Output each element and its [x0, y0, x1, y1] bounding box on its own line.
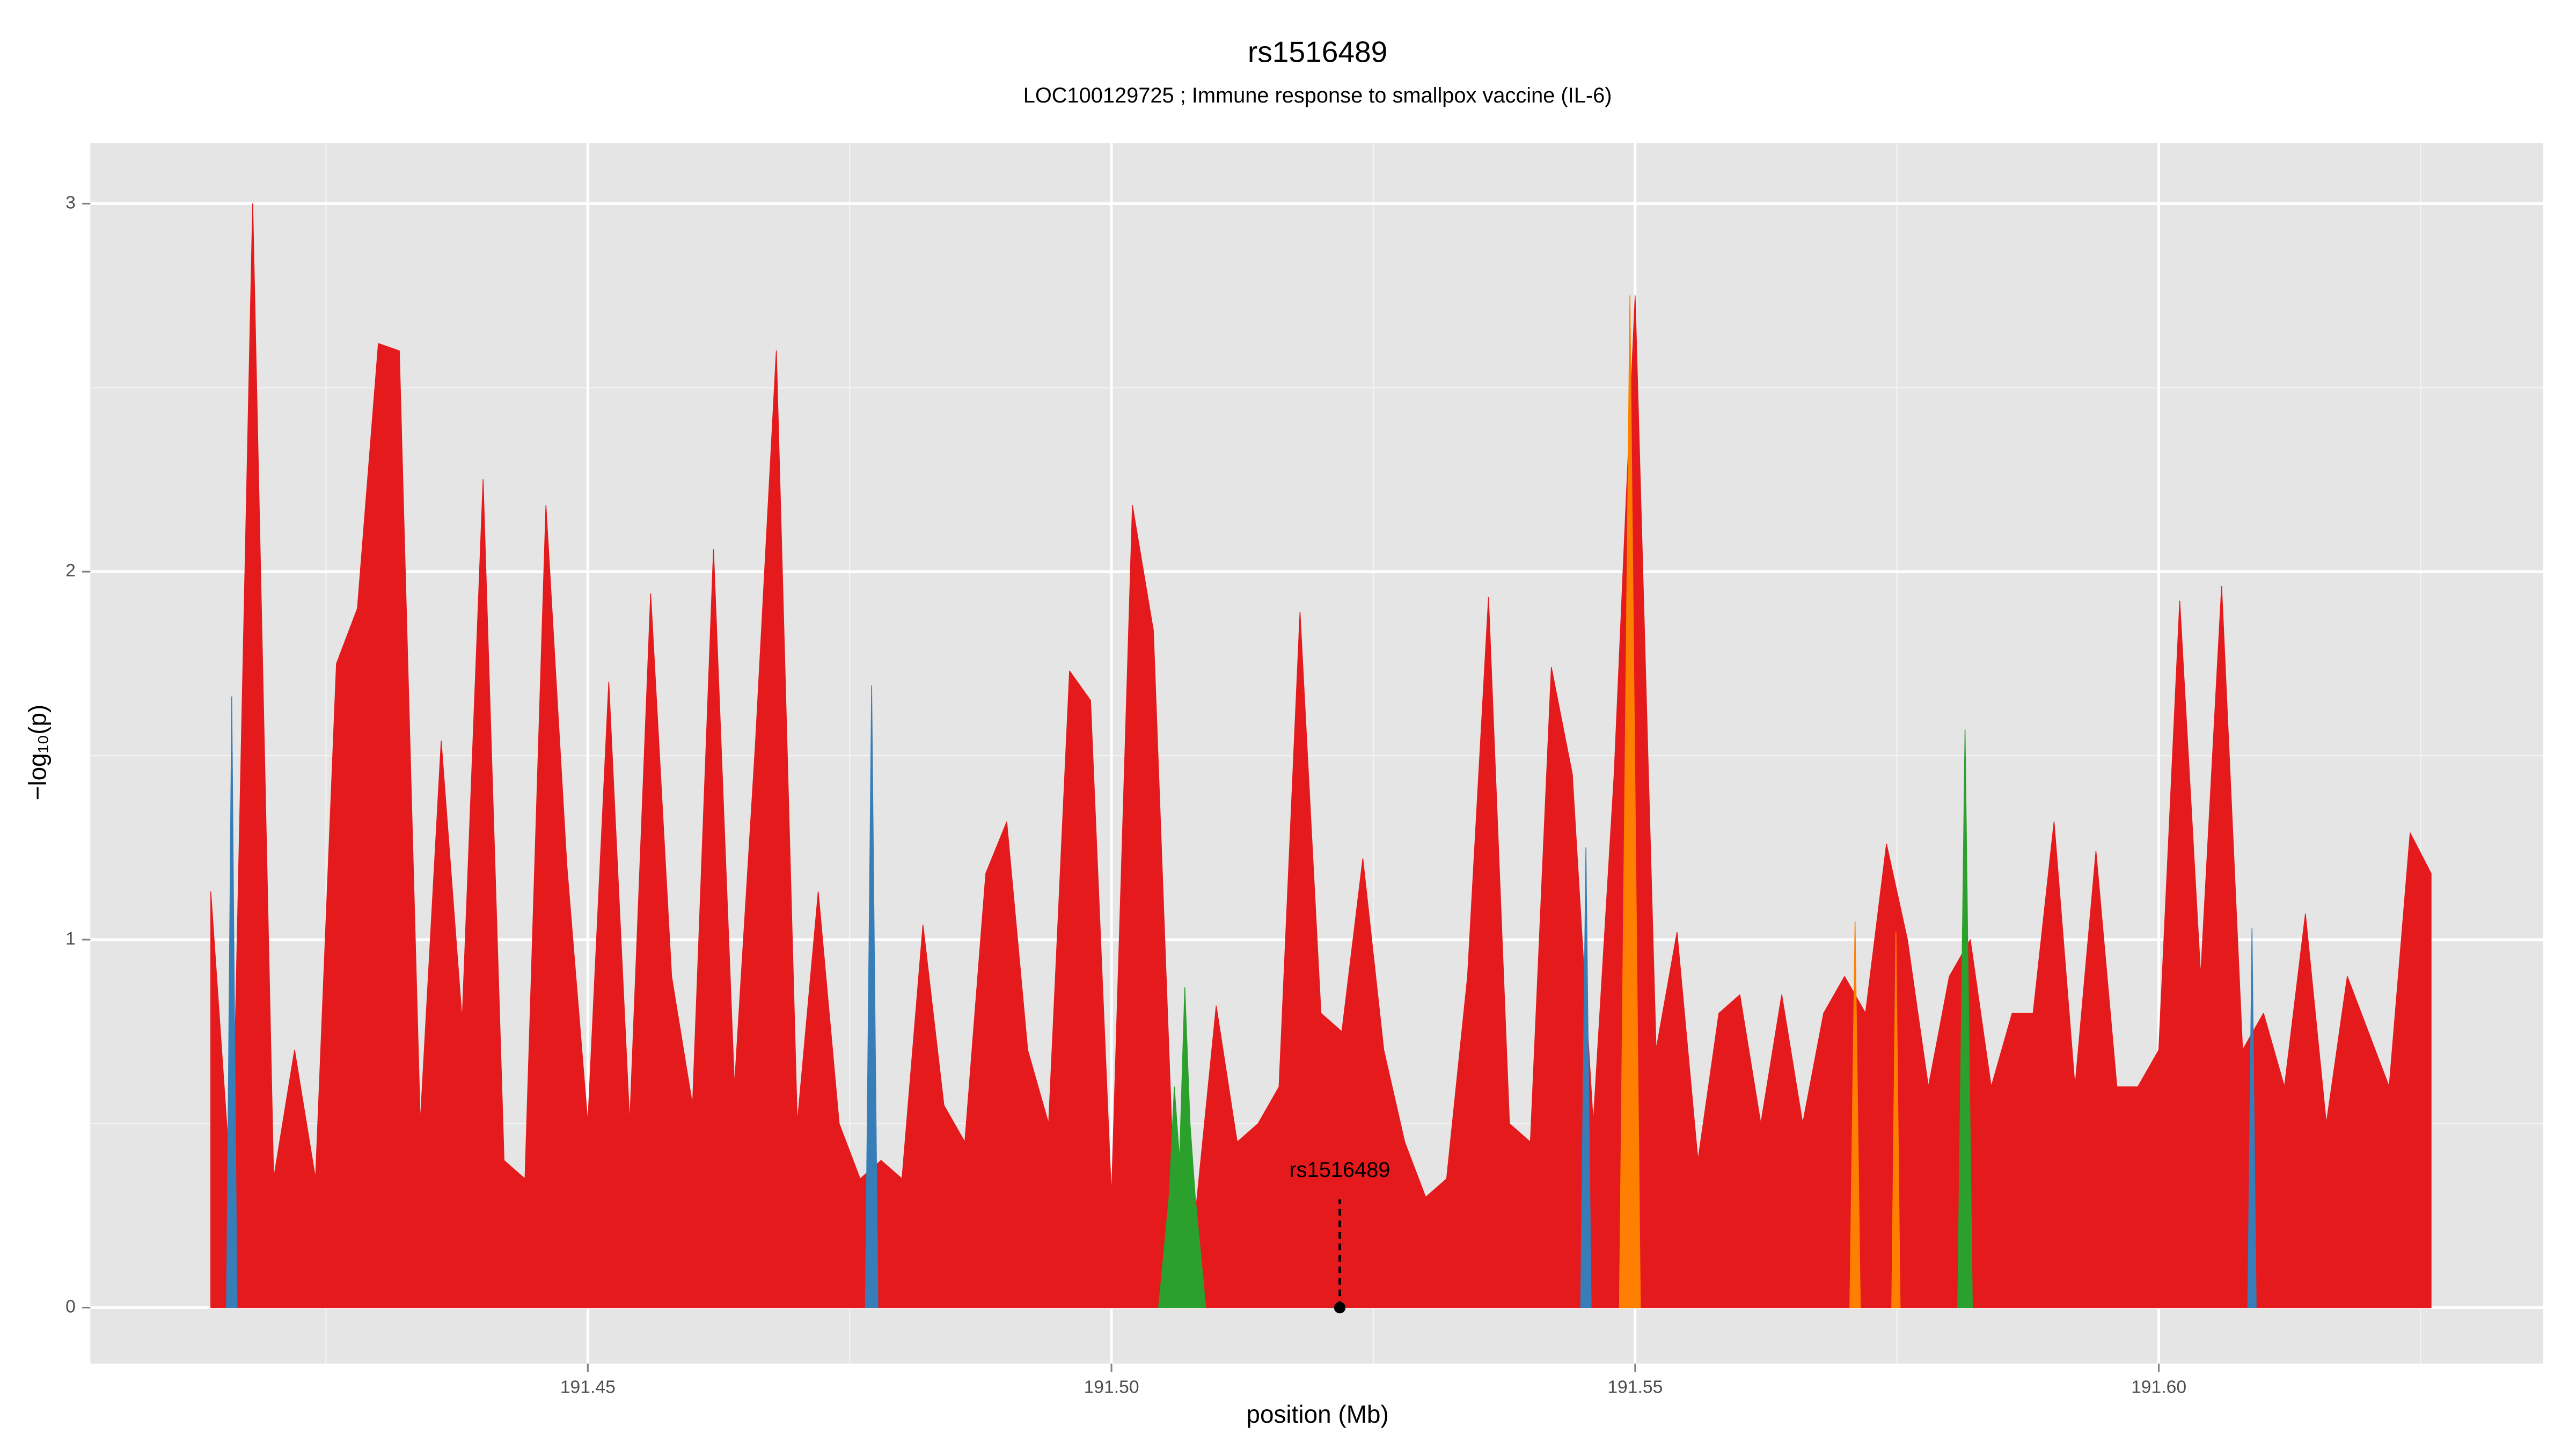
chart-title: rs1516489 — [1248, 35, 1387, 69]
area — [226, 685, 2257, 1308]
data-marks: rs1516489 — [210, 203, 2432, 1314]
y-axis-label: −log₁₀(p) — [24, 705, 52, 801]
area — [1158, 729, 1973, 1308]
chart-subtitle: LOC100129725 ; Immune response to smallp… — [1023, 84, 1612, 107]
x-tick-label: 191.45 — [560, 1378, 616, 1397]
annotation-point — [1334, 1301, 1346, 1314]
x-axis-label: position (Mb) — [1246, 1400, 1388, 1428]
axes: 0 1 2 3 191.45 191.50 191.55 191.60 — [65, 193, 2186, 1397]
y-tick-label: 1 — [65, 929, 76, 949]
y-tick-label: 3 — [65, 193, 76, 213]
area — [1619, 295, 1901, 1308]
x-tick-label: 191.50 — [1084, 1378, 1139, 1397]
annotation-label: rs1516489 — [1289, 1158, 1390, 1182]
y-tick-label: 0 — [65, 1297, 76, 1316]
x-tick-label: 191.55 — [1607, 1378, 1663, 1397]
area — [210, 203, 2432, 1308]
y-tick-label: 2 — [65, 561, 76, 581]
x-tick-label: 191.60 — [2131, 1378, 2186, 1397]
